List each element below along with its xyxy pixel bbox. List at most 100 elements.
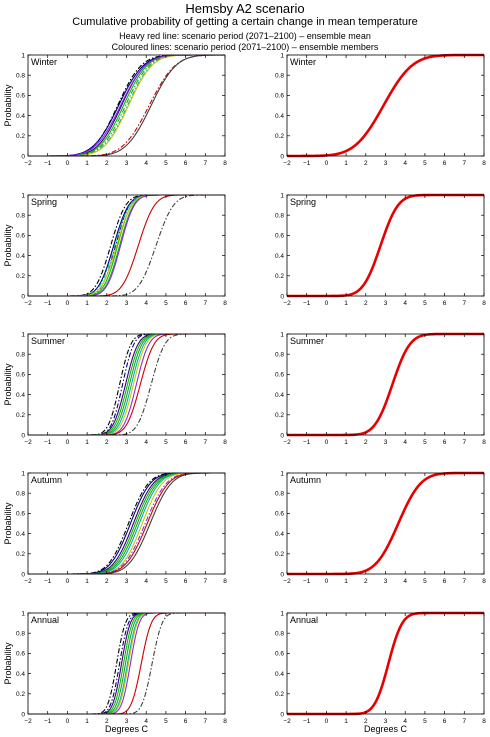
autumn-mean-xtick-label: 3 [384, 578, 388, 585]
winter-mean-xtick-label: 1 [344, 160, 348, 167]
summer-members-xtick-label: 2 [105, 439, 109, 446]
spring-mean-season-label: Spring [290, 197, 316, 207]
annual-mean-xtick-label: 2 [364, 718, 368, 725]
summer-members-season-label: Summer [31, 336, 65, 346]
autumn-members-ytick-label: 1 [21, 470, 25, 477]
winter-mean-xtick-label: 4 [403, 160, 407, 167]
winter-members-xtick-label: 2 [105, 160, 109, 167]
summer-mean-xtick-label: −1 [303, 439, 311, 446]
annual-mean-xtick-label: −1 [303, 718, 311, 725]
autumn-mean-xtick-label: 1 [344, 578, 348, 585]
winter-members-ytick-label: 0 [21, 153, 25, 160]
winter-mean-ytick-label: 0.8 [275, 73, 284, 80]
autumn-mean-axes [286, 472, 485, 575]
spring-mean-xtick-label: 6 [443, 300, 447, 307]
winter-mean-ytick-label: 1 [280, 52, 284, 59]
summer-mean-ytick-label: 0 [280, 432, 284, 439]
annual-mean-xtick-label: 3 [384, 718, 388, 725]
spring-mean-xtick-label: 4 [403, 300, 407, 307]
autumn-members-xtick-label: 5 [164, 578, 168, 585]
summer-members-xtick-label: −1 [44, 439, 52, 446]
winter-members-curve-1 [28, 54, 225, 157]
spring-members-ytick-label: 1 [21, 192, 25, 199]
summer-members-ytick-label: 0.4 [16, 392, 25, 399]
annual-members-ytick-label: 0.6 [16, 651, 25, 658]
autumn-members-ytick-label: 0.6 [16, 511, 25, 518]
spring-members-ytick-label: 0.2 [16, 273, 25, 280]
autumn-members-xtick-label: 4 [144, 578, 148, 585]
spring-mean-xtick-label: 7 [462, 300, 466, 307]
winter-members-ytick-label: 1 [21, 52, 25, 59]
spring-members-curve-1 [28, 194, 225, 297]
autumn-mean-ytick-label: 0.8 [275, 491, 284, 498]
summer-members-xtick-label: 0 [66, 439, 70, 446]
winter-mean-ytick-label: 0.6 [275, 93, 284, 100]
summer-mean-xtick-label: 5 [423, 439, 427, 446]
winter-mean-season-label: Winter [290, 57, 316, 67]
autumn-mean-xtick-label: −1 [303, 578, 311, 585]
spring-members-xtick-label: −1 [44, 300, 52, 307]
autumn-members-xtick-label: 1 [85, 578, 89, 585]
annual-members-xtick-label: 4 [144, 718, 148, 725]
note-heavy-line: Heavy red line: scenario period (2071–21… [119, 31, 371, 41]
spring-mean-ytick-label: 0 [280, 293, 284, 300]
winter-mean-xtick-label: −1 [303, 160, 311, 167]
autumn-mean-ytick-label: 1 [280, 470, 284, 477]
summer-mean-curve [287, 332, 484, 437]
spring-mean-ytick-label: 1 [280, 192, 284, 199]
annual-members-xtick-label: −1 [44, 718, 52, 725]
winter-mean-axes [286, 54, 485, 157]
spring-mean-ytick-label: 0.2 [275, 273, 284, 280]
summer-members-xtick-label: 1 [85, 439, 89, 446]
winter-mean-ytick-label: 0.4 [275, 113, 284, 120]
summer-mean-season-label: Summer [290, 336, 324, 346]
annual-members-ytick-label: 0.8 [16, 631, 25, 638]
autumn-members-xtick-label: 2 [105, 578, 109, 585]
y-axis-label: Probability [3, 224, 13, 267]
summer-members-xtick-label: 8 [223, 439, 227, 446]
winter-members-curve-9 [28, 54, 225, 157]
winter-members-curve-6 [28, 54, 225, 157]
spring-mean-xtick-label: 8 [482, 300, 486, 307]
annual-mean-ytick-label: 0.6 [275, 651, 284, 658]
y-axis-label: Probability [3, 84, 13, 127]
summer-mean-xtick-label: 8 [482, 439, 486, 446]
autumn-members-xtick-label: 8 [223, 578, 227, 585]
summer-mean-xtick-label: −2 [283, 439, 291, 446]
annual-mean-xtick-label: 7 [462, 718, 466, 725]
winter-mean-xtick-label: 8 [482, 160, 486, 167]
spring-members-xtick-label: 2 [105, 300, 109, 307]
autumn-mean-xtick-label: 2 [364, 578, 368, 585]
spring-mean-xtick-label: 1 [344, 300, 348, 307]
summer-mean-xtick-label: 1 [344, 439, 348, 446]
x-axis-label: Degrees C [364, 724, 408, 734]
autumn-members-ytick-label: 0 [21, 571, 25, 578]
spring-members-xtick-label: −2 [24, 300, 32, 307]
autumn-mean-ytick-label: 0.6 [275, 511, 284, 518]
spring-members-xtick-label: 3 [125, 300, 129, 307]
annual-members-xtick-label: 7 [203, 718, 207, 725]
winter-members-curve-4 [28, 54, 225, 157]
annual-members-ytick-label: 0.4 [16, 671, 25, 678]
summer-members-ytick-label: 1 [21, 331, 25, 338]
summer-members-xtick-label: 7 [203, 439, 207, 446]
autumn-mean-xtick-label: 4 [403, 578, 407, 585]
summer-mean-axes [286, 333, 485, 436]
winter-members-curve-0 [28, 54, 225, 157]
annual-members-xtick-label: 0 [66, 718, 70, 725]
annual-members-xtick-label: 8 [223, 718, 227, 725]
note-coloured-lines: Coloured lines: scenario period (2071–21… [111, 42, 379, 52]
annual-members-ytick-label: 1 [21, 610, 25, 617]
winter-mean-xtick-label: 3 [384, 160, 388, 167]
winter-members-xtick-label: 7 [203, 160, 207, 167]
autumn-mean-xtick-label: 5 [423, 578, 427, 585]
summer-mean-ytick-label: 0.6 [275, 372, 284, 379]
annual-mean-curve [287, 611, 484, 716]
winter-members-ytick-label: 0.2 [16, 133, 25, 140]
x-axis-label: Degrees C [105, 724, 149, 734]
summer-members-curve-7 [28, 333, 225, 436]
autumn-mean-xtick-label: 6 [443, 578, 447, 585]
annual-mean-xtick-label: −2 [283, 718, 291, 725]
annual-members-ytick-label: 0.2 [16, 691, 25, 698]
